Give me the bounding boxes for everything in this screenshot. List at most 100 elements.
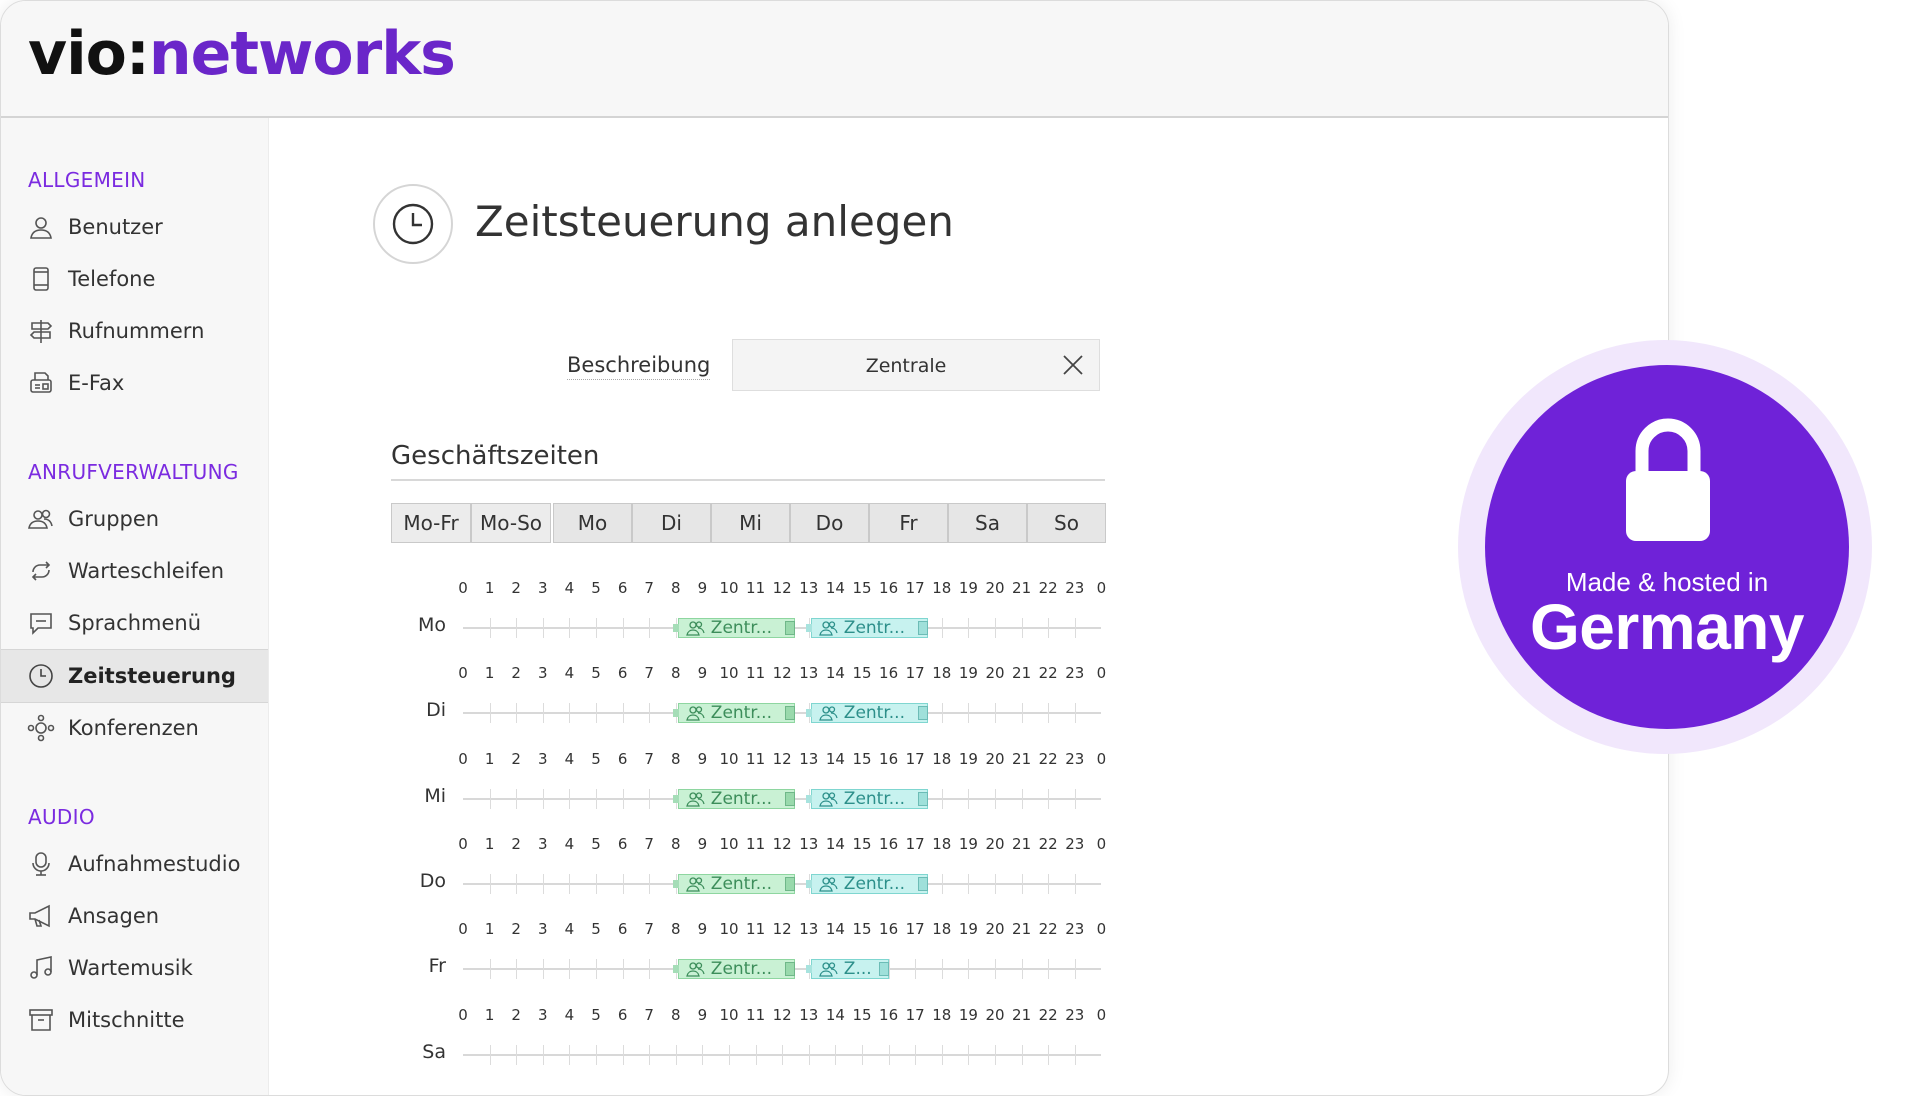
hour-tick [1048, 788, 1050, 809]
time-slot-block[interactable]: Zentr... [805, 703, 929, 724]
resize-handle-left[interactable] [672, 709, 679, 718]
hour-label: 2 [511, 1005, 521, 1024]
resize-handle-right[interactable] [878, 962, 889, 977]
resize-handle-right[interactable] [785, 621, 796, 635]
hour-label: 6 [617, 920, 628, 939]
time-slot-label: Zentr... [710, 703, 772, 724]
tab-mo-so[interactable]: Mo-So [471, 503, 551, 543]
resize-handle-left[interactable] [805, 794, 812, 803]
hour-label: 14 [825, 664, 845, 683]
hour-label: 3 [538, 664, 548, 683]
sidebar-item-warteschleifen[interactable]: Warteschleifen [1, 545, 268, 597]
hour-label: 10 [719, 834, 739, 853]
hour-tick [596, 873, 597, 894]
megaphone-icon [26, 901, 56, 931]
hour-label: 5 [591, 920, 601, 939]
top-bar: vio:networks [1, 1, 1668, 118]
hour-label: 17 [905, 920, 925, 939]
sidebar-item-aufnahmestudio[interactable]: Aufnahmestudio [1, 838, 268, 890]
hour-tick [782, 1044, 784, 1065]
sidebar-item-ansagen[interactable]: Ansagen [1, 890, 268, 942]
resize-handle-left[interactable] [805, 624, 812, 632]
hour-label: 8 [671, 920, 681, 939]
sidebar-item-zeitsteuerung[interactable]: Zeitsteuerung [1, 649, 268, 703]
time-slot-label: Zentr... [843, 703, 905, 724]
resize-handle-left[interactable] [672, 624, 679, 632]
time-slot-label: Zentr... [710, 788, 772, 809]
logo[interactable]: vio:networks [28, 19, 456, 89]
hour-label: 19 [958, 749, 978, 768]
resize-handle-right[interactable] [918, 621, 929, 635]
time-slot-block[interactable]: Zentr... [805, 873, 929, 894]
hour-label: 17 [905, 579, 925, 597]
sidebar-item-sprachmenu[interactable]: Sprachmenü [1, 597, 268, 649]
sidebar-item-konferenzen[interactable]: Konferenzen [1, 702, 268, 754]
sidebar-item-gruppen[interactable]: Gruppen [1, 493, 268, 545]
tab-mo[interactable]: Mo [553, 503, 632, 543]
resize-handle-right[interactable] [918, 706, 929, 721]
resize-handle-right[interactable] [785, 962, 796, 977]
resize-handle-right[interactable] [918, 791, 929, 806]
resize-handle-left[interactable] [672, 965, 679, 974]
resize-handle-right[interactable] [785, 876, 796, 891]
time-slot-block[interactable]: Zentr... [672, 788, 796, 809]
sidebar-item-telefone[interactable]: Telefone [1, 253, 268, 305]
hour-tick [1048, 959, 1050, 980]
time-slot-block[interactable]: Zentr... [672, 873, 796, 894]
resize-handle-left[interactable] [672, 794, 679, 803]
resize-handle-right[interactable] [918, 876, 929, 891]
time-slot-block[interactable]: Zentr... [672, 618, 796, 638]
tab-do[interactable]: Do [790, 503, 869, 543]
hour-tick [569, 873, 571, 894]
sidebar-item-mitschnitte[interactable]: Mitschnitte [1, 994, 268, 1046]
hour-label: 18 [932, 1005, 952, 1024]
time-slot-block[interactable]: Zentr... [672, 959, 796, 980]
time-slot-block[interactable]: Zentr... [805, 788, 929, 809]
tab-di[interactable]: Di [632, 503, 711, 543]
fax-icon [26, 368, 56, 398]
hour-tick [835, 1044, 837, 1065]
phone-device-icon [26, 264, 56, 294]
description-field[interactable]: Zentrale [732, 339, 1100, 391]
sidebar-item-e-fax[interactable]: E-Fax [1, 357, 268, 409]
group-icon [818, 876, 840, 892]
hour-tick [649, 618, 651, 638]
badge-title: Germany [1530, 591, 1804, 663]
hour-label: 5 [591, 834, 601, 853]
hour-tick [1074, 618, 1076, 638]
resize-handle-left[interactable] [805, 879, 812, 888]
time-slot-block[interactable]: Zentr... [805, 618, 929, 638]
hour-label: 18 [932, 834, 952, 853]
sidebar-item-wartemusik[interactable]: Wartemusik [1, 942, 268, 994]
hour-label: 10 [719, 1005, 739, 1024]
tab-mi[interactable]: Mi [711, 503, 790, 543]
day-label: Sa [422, 1040, 446, 1063]
hour-label: 22 [1038, 579, 1058, 597]
hour-tick [995, 873, 996, 894]
tab-so[interactable]: So [1027, 503, 1106, 543]
hour-tick [888, 1044, 890, 1065]
hour-label: 17 [905, 1005, 925, 1024]
hour-label: 20 [985, 1005, 1005, 1024]
logo-text-brand: networks [148, 19, 456, 89]
resize-handle-left[interactable] [805, 709, 812, 718]
hour-label: 8 [671, 664, 681, 683]
tab-mo-fr[interactable]: Mo-Fr [391, 503, 471, 543]
sidebar-item-benutzer[interactable]: Benutzer [1, 201, 268, 253]
sidebar-item-rufnummern[interactable]: Rufnummern [1, 305, 268, 357]
clear-icon[interactable] [1061, 353, 1085, 377]
hour-tick [622, 1044, 624, 1065]
hour-tick [1048, 703, 1050, 724]
hour-label: 13 [799, 664, 819, 683]
hour-label: 16 [879, 749, 899, 768]
resize-handle-left[interactable] [672, 879, 679, 888]
hour-label: 11 [746, 1005, 766, 1024]
tab-sa[interactable]: Sa [948, 503, 1027, 543]
resize-handle-left[interactable] [805, 965, 812, 974]
resize-handle-right[interactable] [785, 791, 796, 806]
time-slot-block[interactable]: Zentr... [672, 703, 796, 724]
day-label: Mi [424, 784, 446, 807]
tab-fr[interactable]: Fr [869, 503, 948, 543]
resize-handle-right[interactable] [785, 706, 796, 721]
time-slot-block[interactable]: Z... [805, 959, 889, 980]
